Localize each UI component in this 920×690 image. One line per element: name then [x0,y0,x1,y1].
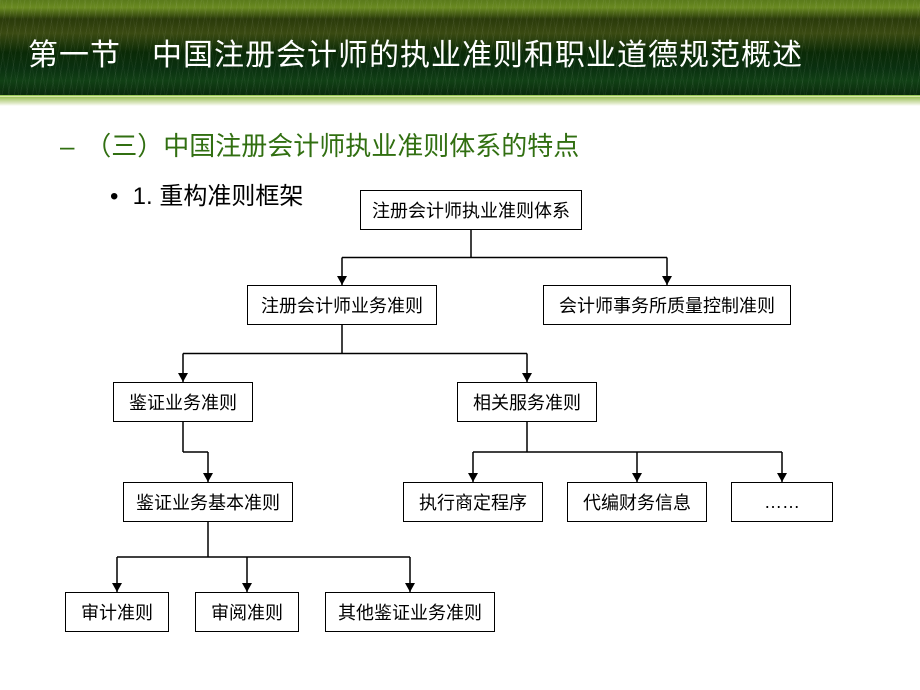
node-biz: 注册会计师业务准则 [247,285,437,325]
subheading-text: （三）中国注册会计师执业准则体系的特点 [85,131,579,161]
node-review: 审阅准则 [195,592,299,632]
node-more: …… [731,482,833,522]
node-other: 其他鉴证业务准则 [325,592,495,632]
node-root: 注册会计师执业准则体系 [360,190,582,230]
hierarchy-diagram: 注册会计师执业准则体系注册会计师业务准则 会计师事务所质量控制准则鉴证业务准则 相关… [65,190,875,690]
node-comp: 代编财务信息 [567,482,707,522]
header-underbar [0,96,920,106]
node-audit: 审计准则 [65,592,169,632]
slide: 第一节 中国注册会计师的执业准则和职业道德规范概述 – （三）中国注册会计师执业… [0,0,920,690]
node-qc: 会计师事务所质量控制准则 [543,285,791,325]
slide-title: 第一节 中国注册会计师的执业准则和职业道德规范概述 [28,30,803,74]
node-agreed: 执行商定程序 [403,482,543,522]
header-band: 第一节 中国注册会计师的执业准则和职业道德规范概述 [0,0,920,96]
node-rel: 相关服务准则 [457,382,597,422]
dash-bullet-icon: – [60,131,78,162]
node-attest: 鉴证业务准则 [113,382,253,422]
section-subheading: – （三）中国注册会计师执业准则体系的特点 [60,126,579,163]
node-abasic: 鉴证业务基本准则 [123,482,293,522]
